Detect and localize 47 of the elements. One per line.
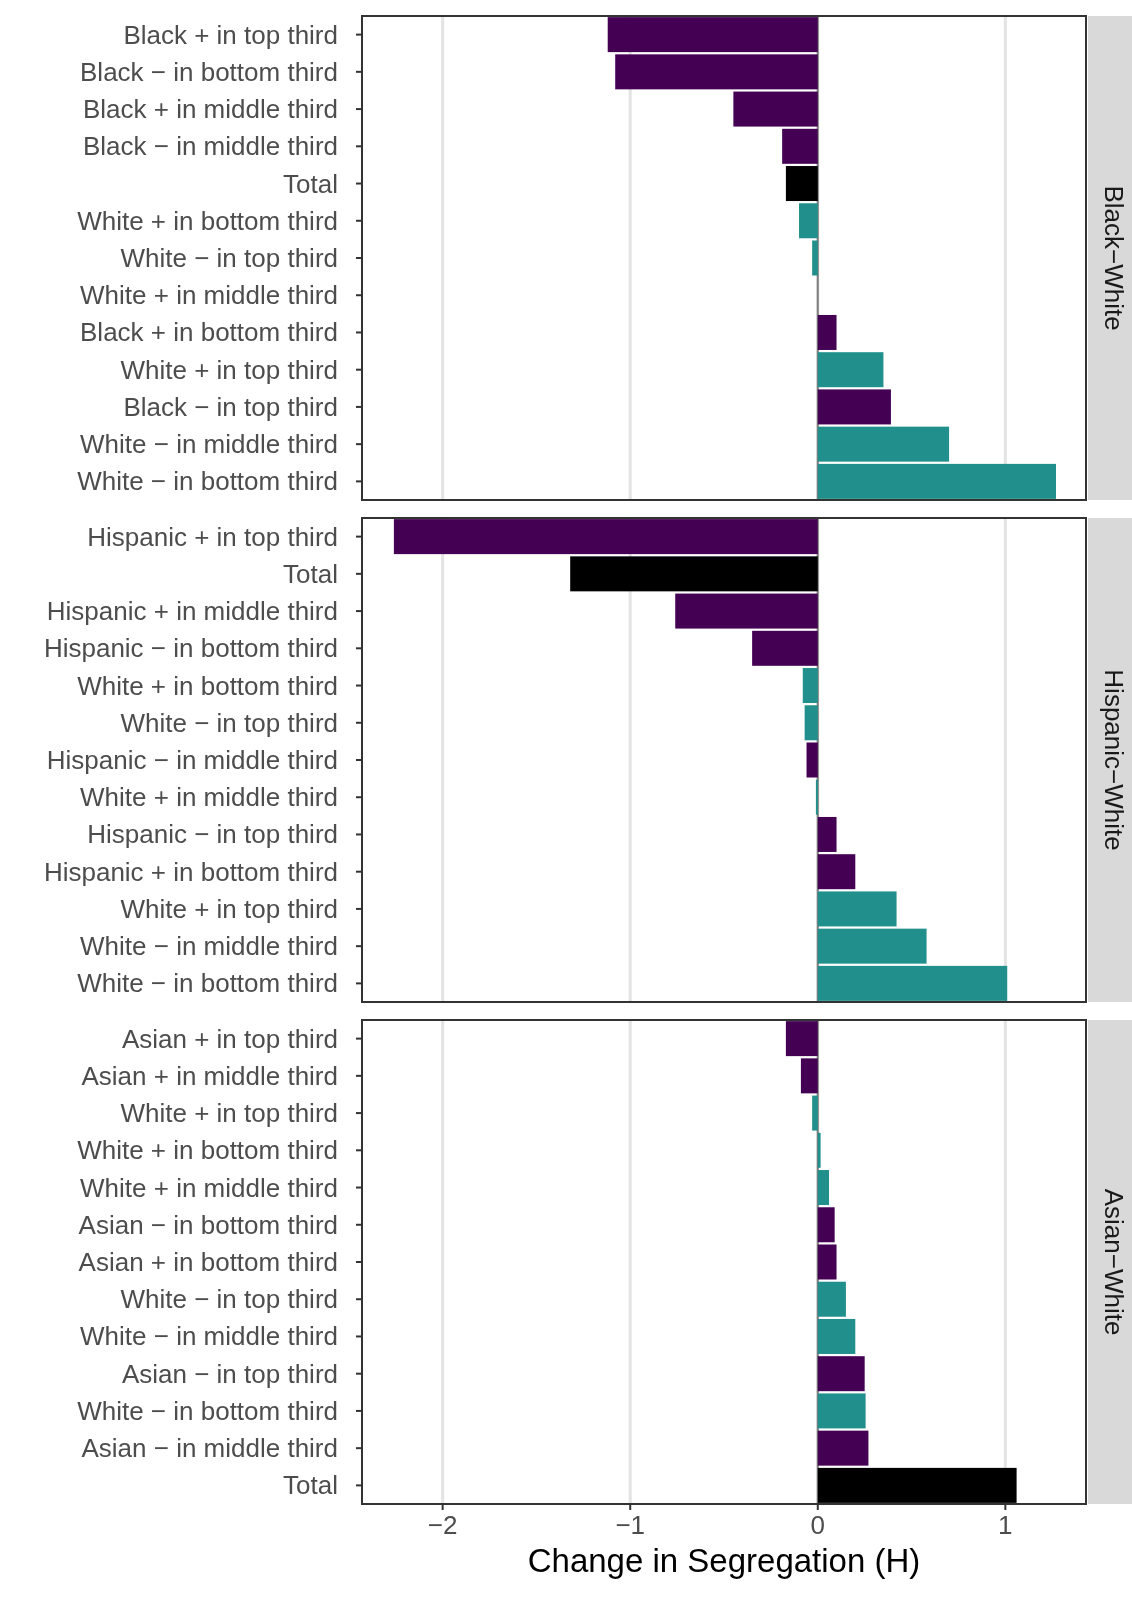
y-tick-label: Hispanic − in top third bbox=[87, 819, 338, 850]
y-tick-label: Asian + in middle third bbox=[81, 1060, 338, 1091]
y-tick-label: Black − in middle third bbox=[82, 131, 338, 162]
y-tick-label: White + in top third bbox=[120, 354, 338, 385]
x-tick-label: −2 bbox=[427, 1510, 458, 1540]
y-tick-label: Black + in top third bbox=[123, 19, 338, 50]
y-tick-label: White + in top third bbox=[120, 893, 338, 924]
text: Black−White bbox=[1099, 185, 1129, 331]
x-tick-label: −1 bbox=[615, 1510, 646, 1540]
y-tick-label: White − in top third bbox=[120, 1284, 338, 1315]
text: Asian−White bbox=[1099, 1188, 1129, 1336]
y-tick-label: Total bbox=[283, 1470, 338, 1501]
y-tick-label: White − in bottom third bbox=[77, 466, 338, 497]
y-tick-label: White + in bottom third bbox=[77, 205, 338, 236]
y-tick-label: White − in top third bbox=[120, 707, 338, 738]
y-tick-label: Hispanic + in middle third bbox=[46, 596, 338, 627]
x-tick-label: 1 bbox=[998, 1510, 1013, 1540]
y-tick-label: White − in middle third bbox=[80, 1321, 338, 1352]
y-tick-label: Black + in middle third bbox=[82, 94, 338, 125]
y-tick-label: White + in bottom third bbox=[77, 1135, 338, 1166]
y-tick-label: White − in bottom third bbox=[77, 968, 338, 999]
y-tick-label: Black − in bottom third bbox=[80, 56, 338, 87]
y-tick-label: Asian − in top third bbox=[121, 1358, 338, 1389]
y-tick-label: Asian − in bottom third bbox=[78, 1209, 338, 1240]
y-tick-label: Black − in top third bbox=[123, 391, 338, 422]
y-tick-label: White + in bottom third bbox=[77, 670, 338, 701]
y-tick-label: White + in middle third bbox=[80, 280, 338, 311]
y-tick-label: White − in middle third bbox=[80, 931, 338, 962]
y-tick-label: Asian + in top third bbox=[121, 1023, 338, 1054]
y-tick-label: White + in middle third bbox=[80, 782, 338, 813]
y-tick-label: Black + in bottom third bbox=[80, 317, 338, 348]
text: Hispanic−White bbox=[1099, 669, 1129, 851]
y-tick-label: Total bbox=[283, 558, 338, 589]
y-tick-label: White + in middle third bbox=[80, 1172, 338, 1203]
y-tick-label: White + in top third bbox=[120, 1098, 338, 1129]
y-tick-label: Total bbox=[283, 168, 338, 199]
y-tick-label: White − in middle third bbox=[80, 429, 338, 460]
y-tick-label: Hispanic − in bottom third bbox=[43, 633, 338, 664]
y-tick-label: White − in top third bbox=[120, 243, 338, 273]
x-tick-label: 0 bbox=[810, 1510, 826, 1540]
y-tick-label: Asian − in middle third bbox=[81, 1433, 338, 1464]
y-tick-label: Hispanic + in top third bbox=[87, 521, 338, 552]
y-tick-label: Asian + in bottom third bbox=[78, 1247, 338, 1277]
x-axis-title: Change in Segregation (H) bbox=[527, 1542, 921, 1579]
y-tick-label: Hispanic − in middle third bbox=[46, 745, 338, 775]
y-tick-label: White − in bottom third bbox=[77, 1395, 338, 1426]
y-tick-label: Hispanic + in bottom third bbox=[43, 856, 338, 887]
